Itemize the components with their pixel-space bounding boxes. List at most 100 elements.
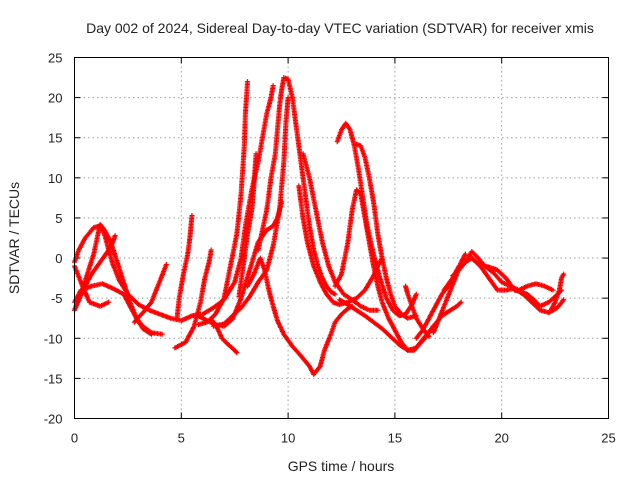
series-arc10 [195,79,251,328]
data-point-run [174,297,182,321]
plot-frame [74,57,609,419]
data-point-run [266,287,276,308]
y-tick-label: -10 [44,331,63,346]
data-point-run [185,237,193,257]
data-point-run [554,298,566,311]
data-point-run [249,184,257,213]
y-tick-label: 5 [55,211,62,226]
data-point-run [392,303,403,316]
data-point [458,299,464,305]
y-tick-label: 10 [48,171,62,186]
data-point-run [362,155,372,179]
data-point-run [349,297,362,308]
data-point-run [339,307,350,317]
x-tick-label: 15 [388,431,402,446]
data-point-run [221,281,237,303]
data-point-run [433,293,444,309]
data-point-run [97,300,110,309]
data-point-run [298,353,311,368]
x-tick-label: 10 [281,431,295,446]
x-tick-label: 20 [494,431,508,446]
data-point-run [377,275,389,300]
data-point-run [413,328,425,341]
data-point-run [307,175,319,211]
data-point-run [142,300,153,313]
x-axis-label: GPS time / hours [288,458,395,474]
data-point-run [317,279,329,296]
data-point-run [516,284,529,293]
data-point-run [347,127,357,147]
data-point-run [366,239,376,268]
data-point-run [242,80,250,117]
data-point-run [552,289,562,305]
data-point-run [268,84,276,101]
data-point-run [281,331,294,348]
data-point-run [76,236,87,253]
data-point-run [272,128,280,157]
data-point-run [473,259,486,268]
data-point-run [324,283,333,294]
data-point [413,291,419,297]
data-point-run [268,152,278,181]
data-point-run [304,239,316,268]
data-point [208,247,214,253]
data-point-run [264,176,274,213]
series-arc16 [245,255,355,377]
data-point-run [289,343,303,358]
data-point-run [202,261,212,281]
data-point-run [251,152,259,189]
data-point-run [311,247,321,268]
data-point [285,95,291,101]
data-point-run [101,227,113,244]
x-tick-label: 0 [71,431,78,446]
data-point-run [371,263,380,288]
data-point-run [341,291,354,302]
data-point-run [311,365,322,377]
data-point-run [245,272,256,289]
data-point-run [486,275,500,292]
data-point-run [110,286,125,296]
data-point-run [392,327,404,344]
data-point-run [195,313,209,323]
x-tick-label: 25 [601,431,615,446]
data-point-run [300,215,310,243]
data-point-run [326,263,337,284]
data-point-run [362,274,376,293]
axis-ticks: 0 5 10 15 20 25 -20 -15 -10 -5 0 5 10 15 20 25 [44,51,616,446]
data-point-run [324,291,335,304]
series-arc7 [172,247,214,351]
data-point-run [375,231,385,260]
data-point-run [281,120,289,165]
grid-lines [74,57,609,419]
data-point-run [264,224,275,233]
data-point-run [366,175,376,203]
data-point-run [362,313,375,324]
data-point-run [114,259,126,284]
data-point-run [548,301,557,313]
data-point-run [87,299,102,309]
chart-title: Day 002 of 2024, Sidereal Day-to-day VTE… [86,20,594,36]
data-point-run [441,289,453,309]
data-point [159,331,165,337]
data-point-run [219,335,230,347]
data-point-run [148,285,160,305]
data-point-run [371,199,381,235]
data-point-run [559,272,566,281]
data-point-run [339,241,351,277]
data-point-run [379,255,389,280]
data-point-run [180,253,190,277]
data-point-run [435,305,446,325]
data-point-run [383,275,393,296]
data-point-run [420,317,431,333]
data-point-run [238,269,252,301]
series-arc11 [208,316,240,356]
data-point-run [240,233,250,269]
data-point-run [354,307,367,318]
series-arc29 [548,271,567,313]
data-point-run [238,295,252,311]
series-arc23 [403,283,432,340]
data-point [270,83,276,89]
data-point-run [91,233,101,257]
data-point-run [277,160,287,213]
data-point-run [221,314,234,327]
